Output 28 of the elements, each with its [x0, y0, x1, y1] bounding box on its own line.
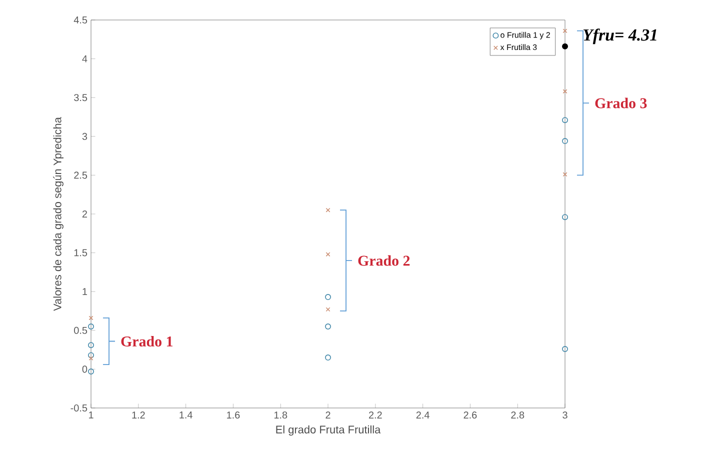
y-tick-label: 2.5: [74, 172, 88, 179]
x-tick-label: 1: [89, 412, 94, 418]
y-tick-label: 1.5: [74, 249, 88, 256]
y-tick-label: 1: [82, 288, 88, 296]
x-tick-label: 2.8: [511, 412, 524, 419]
x-tick-label: 1.6: [227, 412, 240, 419]
y-tick-label: 2: [82, 210, 87, 218]
annotation: Grado 2: [358, 255, 410, 266]
x-tick-label: 1.8: [274, 412, 288, 419]
x-tick-label: 2.6: [464, 412, 477, 419]
y-tick-label: 4.5: [74, 16, 88, 24]
y-axis-title: Valores de cada grado según Ypredicha: [53, 117, 64, 311]
y-tick-label: 0.5: [74, 326, 88, 334]
annotation: Yfru= 4.31: [583, 28, 656, 44]
y-tick-label: -0.5: [70, 404, 88, 412]
y-tick-label: 4: [82, 55, 88, 62]
y-tick-label: 3.5: [74, 94, 88, 102]
annotation: Grado 1: [121, 336, 172, 346]
x-tick-label: 1.4: [180, 412, 192, 418]
x-tick-label: 2: [326, 412, 330, 418]
x-tick-label: 2.4: [416, 412, 430, 418]
x-tick-label: 3: [562, 412, 568, 419]
x-tick-label: 1.2: [132, 412, 145, 418]
text: Grado 3: [595, 98, 647, 108]
y-tick-label: 3: [82, 132, 88, 140]
x-tick-label: 2.2: [368, 412, 382, 418]
y-tick-label: 0: [82, 366, 88, 373]
x-axis-title: El grado Fruta Frutilla: [276, 425, 381, 436]
